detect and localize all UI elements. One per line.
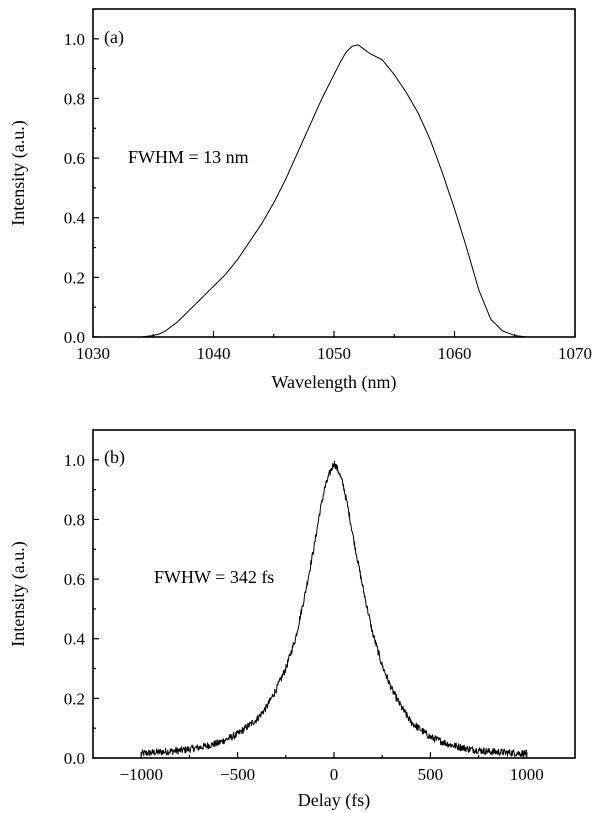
y-tick-label: 0.8 (64, 510, 85, 529)
x-axis-label: Wavelength (nm) (271, 372, 396, 393)
panel-label: (b) (104, 447, 125, 468)
y-tick-label: 1.0 (64, 451, 85, 470)
x-tick-label: 1030 (76, 344, 110, 363)
y-tick-label: 0.0 (64, 328, 85, 347)
y-tick-label: 0.8 (64, 89, 85, 108)
panel-label: (a) (104, 27, 124, 48)
y-tick-label: 0.4 (64, 630, 86, 649)
plot-frame-a (92, 8, 576, 338)
x-axis-label: Delay (fs) (298, 790, 370, 811)
y-tick-label: 0.6 (64, 570, 85, 589)
y-axis-label: Intensity (a.u.) (8, 120, 29, 225)
y-tick-label: 0.2 (64, 268, 85, 287)
spectrum-curve (129, 44, 539, 338)
x-tick-label: 0 (330, 765, 339, 784)
y-axis-label: Intensity (a.u.) (8, 541, 29, 646)
y-tick-label: 0.2 (64, 689, 85, 708)
y-tick-label: 0.4 (64, 209, 86, 228)
fwhm-annotation: FWHW = 342 fs (154, 567, 274, 587)
x-tick-label: −1000 (119, 765, 163, 784)
x-tick-label: 1060 (438, 344, 472, 363)
panel-a: 1030 1040 1050 1060 1070 0.0 0.2 0.4 0.6… (8, 8, 592, 393)
fwhm-annotation: FWHM = 13 nm (128, 147, 249, 167)
plot-frame-b (92, 429, 576, 759)
x-tick-label: 1040 (197, 344, 231, 363)
ticks-a (92, 38, 576, 338)
x-tick-label: 1050 (317, 344, 351, 363)
x-tick-label: 500 (418, 765, 444, 784)
x-tick-label: 1000 (510, 765, 544, 784)
y-tick-label: 1.0 (64, 30, 85, 49)
panel-b: −1000 −500 0 500 1000 0.0 0.2 0.4 0.6 0.… (8, 429, 576, 811)
ticks-b (93, 459, 528, 759)
x-tick-label: 1070 (558, 344, 592, 363)
autocorrelation-curve (140, 460, 528, 758)
y-tick-label: 0.6 (64, 149, 85, 168)
x-tick-label: −500 (220, 765, 255, 784)
y-tick-label: 0.0 (64, 749, 85, 768)
